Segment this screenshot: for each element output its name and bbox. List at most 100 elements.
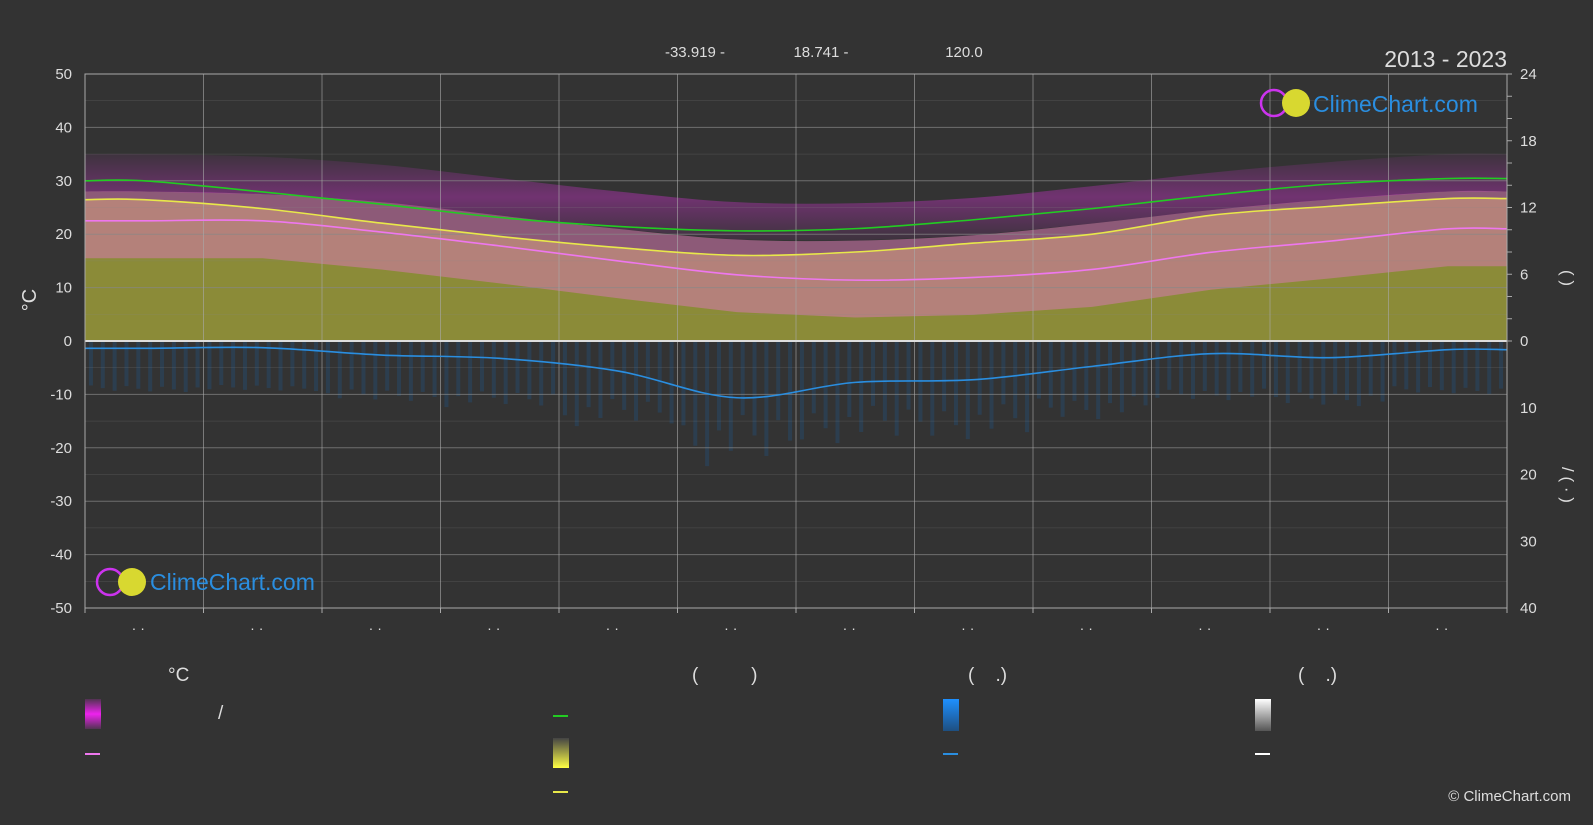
- rain-bar: [562, 341, 567, 416]
- legend-temp-range-label: /: [218, 703, 224, 724]
- rain-bar: [219, 341, 224, 386]
- right-tick-label-mm: 40: [1520, 600, 1537, 617]
- elevation-label: 120.0: [945, 44, 983, 61]
- x-tick-label: · ·: [369, 620, 382, 636]
- right-tick-label-mm: 20: [1520, 467, 1537, 484]
- x-tick-label: · ·: [487, 620, 500, 636]
- rain-bar: [586, 341, 591, 408]
- rain-bar: [1072, 341, 1077, 401]
- rain-bar: [1167, 341, 1172, 390]
- left-tick-label: 50: [55, 66, 72, 83]
- rain-bar: [373, 341, 378, 400]
- rain-bar: [337, 341, 342, 399]
- right-axis-upper-label: ( ): [1558, 270, 1577, 286]
- rain-bar: [1025, 341, 1030, 433]
- rain-bar: [859, 341, 864, 432]
- rain-bar: [1226, 341, 1231, 401]
- rain-bar: [397, 341, 402, 396]
- legend-mean-temp-line: [85, 753, 100, 755]
- rain-bar: [539, 341, 544, 406]
- rain-bar: [705, 341, 710, 467]
- rain-bar: [231, 341, 236, 388]
- rain-bar: [764, 341, 769, 456]
- left-tick-label: -50: [50, 600, 72, 617]
- left-tick-label: 10: [55, 280, 72, 297]
- rain-bar: [527, 341, 532, 400]
- chart-axes: 50 40 30 20 10 0 -10 -20 -30 -40 -50 24 18 12 6 0 10 20 30…: [50, 66, 1536, 636]
- rain-bar: [551, 341, 556, 395]
- rain-bar: [242, 341, 247, 390]
- rain-bar: [278, 341, 283, 391]
- rain-bar: [1179, 341, 1184, 395]
- rain-bar: [1143, 341, 1148, 406]
- rain-bar: [634, 341, 639, 421]
- rain-bar: [88, 341, 93, 386]
- rain-bar: [515, 341, 520, 394]
- logo-sun-icon: [1282, 89, 1310, 117]
- right-tick-label-hours: 0: [1520, 333, 1528, 350]
- rain-bar: [681, 341, 686, 426]
- rain-bar: [953, 341, 958, 426]
- rain-bar: [1321, 341, 1326, 405]
- x-tick-label: · ·: [724, 620, 737, 636]
- rain-bar: [385, 341, 390, 391]
- precip-line: [84, 346, 1508, 399]
- rain-bar: [1013, 341, 1018, 419]
- rain-bar: [1131, 341, 1136, 397]
- rain-bar: [456, 341, 461, 397]
- rain-bar: [325, 341, 330, 394]
- legend-col4-head: ( .): [1298, 665, 1338, 686]
- rain-bar: [302, 341, 307, 389]
- rain-bar: [124, 341, 129, 387]
- logo-sun-icon: [118, 568, 146, 596]
- rain-bar: [894, 341, 899, 436]
- rain-bar: [788, 341, 793, 441]
- right-axis-lower-label: / ( · ): [1558, 467, 1577, 503]
- rain-bar: [1214, 341, 1219, 396]
- rain-bar: [716, 341, 721, 431]
- rain-bar: [468, 341, 473, 403]
- right-tick-label-hours: 24: [1520, 66, 1537, 83]
- rain-bar: [1001, 341, 1006, 405]
- rain-bar: [266, 341, 271, 389]
- rain-bar: [847, 341, 852, 418]
- rain-bar: [657, 341, 662, 413]
- rain-bar: [871, 341, 876, 406]
- legend-snow-line: [1255, 753, 1270, 755]
- year-range: 2013 - 2023: [1384, 46, 1507, 72]
- rain-bar: [432, 341, 437, 398]
- rain-bar: [811, 341, 816, 414]
- rain-bar: [1451, 341, 1456, 394]
- rain-bar: [1463, 341, 1468, 388]
- rain-bar: [491, 341, 496, 398]
- daylight-line: [84, 177, 1508, 232]
- rain-bar: [930, 341, 935, 436]
- right-tick-label-mm: 10: [1520, 400, 1537, 417]
- rain-bar: [160, 341, 165, 387]
- rain-bar: [1084, 341, 1089, 410]
- rain-bar: [408, 341, 413, 401]
- rain-bar: [1416, 341, 1421, 393]
- rain-bar: [1190, 341, 1195, 399]
- x-tick-label: · ·: [250, 620, 263, 636]
- rain-bar: [1356, 341, 1361, 407]
- rain-bar: [740, 341, 745, 416]
- legend-col1-head: °C: [168, 665, 190, 686]
- rain-bar: [942, 341, 947, 412]
- right-tick-label-hours: 18: [1520, 133, 1537, 150]
- rain-bar: [835, 341, 840, 444]
- rain-bar: [1380, 341, 1385, 402]
- left-tick-label: -30: [50, 493, 72, 510]
- rain-bar: [622, 341, 627, 410]
- chart-lines: [84, 177, 1508, 399]
- watermark-top: ClimeChart.com: [1259, 88, 1478, 118]
- legend-max-temp-swatch: [85, 699, 101, 729]
- rain-bar: [148, 341, 153, 392]
- rain-bar: [977, 341, 982, 415]
- rain-bar: [1392, 341, 1397, 387]
- rain-bar: [1333, 341, 1338, 395]
- rain-bar: [1060, 341, 1065, 417]
- x-tick-label: · ·: [843, 620, 856, 636]
- x-tick-label: · ·: [606, 620, 619, 636]
- rain-bar: [965, 341, 970, 440]
